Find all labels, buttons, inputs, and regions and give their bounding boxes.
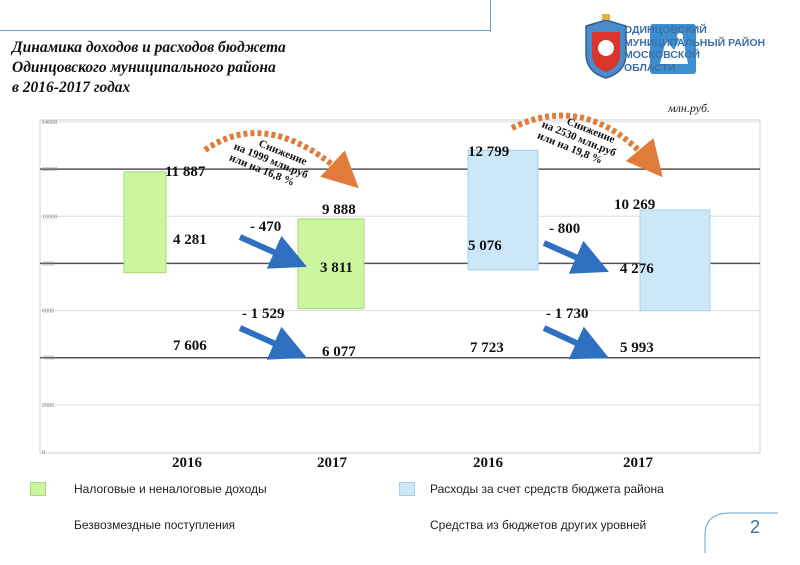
segment-bottom-label-expense-2016: 7 723 bbox=[470, 340, 504, 356]
segment-bottom-label-expense-2017: 5 993 bbox=[620, 340, 654, 356]
y-axis-ticks: 0 2000 4000 6000 8000 10000 12000 14000 bbox=[42, 120, 57, 456]
y-tick-label: 8000 bbox=[42, 261, 54, 267]
district-emblem-icon bbox=[650, 24, 696, 74]
segment-bottom-label-income-2017: 6 077 bbox=[322, 344, 356, 360]
y-tick-label: 6000 bbox=[42, 309, 54, 315]
segment-top-label-expense-2016: 5 076 bbox=[468, 238, 502, 254]
trend-arrow-expense-bottom bbox=[542, 325, 609, 360]
legend-other-label: Средства из бюджетов других уровней bbox=[430, 518, 647, 532]
bar-income-2016 bbox=[123, 171, 167, 274]
legend-income-label: Налоговые и неналоговые доходы bbox=[74, 482, 267, 496]
trend-arrow-income-top bbox=[238, 234, 307, 269]
org-line-3: МОСКОВСКОЙ bbox=[624, 49, 700, 61]
trend-arrow-expense-top bbox=[542, 240, 609, 274]
total-label-expense-2017: 10 269 bbox=[614, 197, 655, 213]
legend-swatch-expense bbox=[399, 482, 415, 496]
legend-grants-label: Безвозмездные поступления bbox=[74, 518, 236, 532]
title-line-1: Динамика доходов и расходов бюджета bbox=[12, 39, 286, 56]
vertical-frame-line bbox=[490, 0, 491, 32]
change-bottom-label-expense: - 1 730 bbox=[546, 306, 589, 322]
bar-expense-2016 bbox=[467, 149, 539, 271]
page-title: Динамика доходов и расходов бюджета Один… bbox=[12, 38, 432, 98]
legend-expense-label: Расходы за счет средств бюджета района bbox=[430, 482, 664, 496]
title-line-2: Одинцовского муниципального района bbox=[12, 59, 276, 76]
change-bottom-label-income: - 1 529 bbox=[242, 306, 285, 322]
y-tick-label: 12000 bbox=[42, 167, 57, 173]
org-line-4: ОБЛАСТИ bbox=[624, 61, 676, 74]
units-label: млн.руб. bbox=[668, 101, 711, 115]
y-tick-label: 2000 bbox=[42, 403, 54, 409]
legend-swatch-income bbox=[30, 482, 46, 496]
logo-area bbox=[585, 14, 696, 79]
plot-area bbox=[39, 119, 761, 454]
y-tick-label: 4000 bbox=[42, 356, 54, 362]
org-line-1: ОДИНЦОВСКИЙ bbox=[624, 24, 707, 36]
total-label-income-2017: 9 888 bbox=[322, 202, 356, 218]
x-label-2017-expense: 2017 bbox=[623, 455, 654, 471]
bar-expense-2017 bbox=[639, 209, 711, 312]
x-label-2017-income: 2017 bbox=[317, 455, 348, 471]
segment-bottom-label-income-2016: 7 606 bbox=[173, 338, 207, 354]
x-label-2016-income: 2016 bbox=[172, 455, 203, 471]
y-tick-label: 14000 bbox=[42, 120, 57, 126]
segment-top-label-income-2017: 3 811 bbox=[320, 260, 353, 276]
annotation-income: Снижение на 1999 млн.руб или на 16,8 % bbox=[227, 138, 310, 189]
y-tick-label: 0 bbox=[42, 450, 45, 456]
change-top-label-income: - 470 bbox=[250, 219, 281, 235]
coat-of-arms-icon bbox=[585, 14, 627, 79]
total-label-expense-2016: 12 799 bbox=[468, 144, 509, 160]
y-tick-label: 10000 bbox=[42, 214, 57, 220]
curved-arrow-income bbox=[203, 130, 359, 189]
change-top-label-expense: - 800 bbox=[549, 221, 580, 237]
segment-top-label-income-2016: 4 281 bbox=[173, 232, 207, 248]
top-frame-line bbox=[0, 30, 490, 31]
total-label-income-2016: 11 887 bbox=[165, 164, 206, 180]
page-number: 2 bbox=[750, 517, 761, 537]
title-line-3: в 2016-2017 годах bbox=[12, 79, 131, 96]
trend-arrow-income-bottom bbox=[238, 325, 307, 360]
corner-decoration bbox=[704, 512, 778, 553]
organization-name: ОДИНЦОВСКИЙ МУНИЦИПАЛЬНЫЙ РАЙОН МОСКОВСК… bbox=[624, 24, 784, 74]
x-label-2016-expense: 2016 bbox=[473, 455, 504, 471]
segment-top-label-expense-2017: 4 276 bbox=[620, 261, 654, 277]
org-line-2: МУНИЦИПАЛЬНЫЙ РАЙОН bbox=[624, 36, 766, 49]
